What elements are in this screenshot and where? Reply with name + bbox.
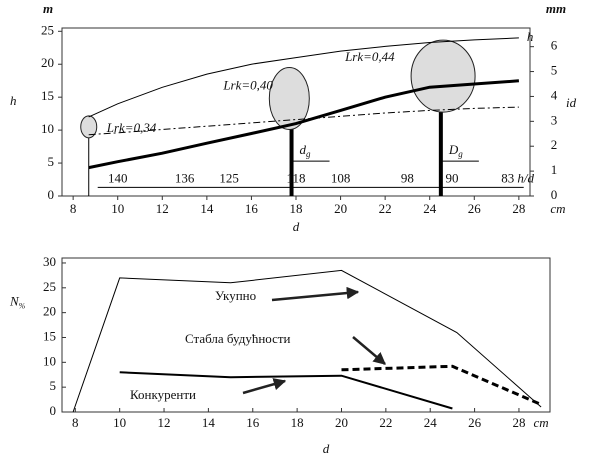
- x-tick-label: 10: [111, 201, 124, 216]
- series-line: [119, 371, 453, 410]
- y-tick-label: 10: [41, 121, 54, 136]
- x-tick-label: 26: [468, 415, 482, 430]
- reference-label-main: d: [300, 142, 307, 157]
- y-tick-label: 0: [50, 403, 57, 418]
- x-axis-label: d: [323, 441, 330, 456]
- y2-tick-label: 0: [551, 187, 558, 202]
- x-tick-label: 8: [70, 201, 77, 216]
- x-tick-label: 18: [291, 415, 304, 430]
- hd-value: 125: [219, 170, 239, 185]
- hd-value: 98: [401, 170, 414, 185]
- hd-value: 83: [501, 170, 514, 185]
- x-axis-label: d: [293, 219, 300, 234]
- y-tick-label: 5: [50, 378, 57, 393]
- x-tick-label: 8: [72, 415, 79, 430]
- reference-label-sub: g: [458, 149, 463, 159]
- y2-tick-label: 1: [551, 162, 558, 177]
- x-tick-label: 10: [113, 415, 126, 430]
- y-tick-label: 10: [43, 353, 56, 368]
- series-line: [88, 79, 520, 170]
- y-tick-label: 20: [43, 304, 56, 319]
- bubble-label: Lrk=0,34: [106, 120, 157, 135]
- x-tick-label: 16: [246, 415, 260, 430]
- series-arrow: [242, 378, 287, 395]
- y-tick-label: 30: [43, 254, 56, 269]
- series-label: h: [527, 29, 534, 44]
- y-axis-label: h: [10, 93, 17, 108]
- x-tick-label: 12: [156, 201, 169, 216]
- x-tick-label: 12: [158, 415, 171, 430]
- series-line: [88, 37, 519, 118]
- y-axis-label-main: N: [9, 294, 20, 309]
- bubble-label: Lrk=0,44: [344, 49, 395, 64]
- hd-value: 108: [331, 170, 351, 185]
- x-axis-unit: cm: [550, 201, 565, 216]
- y-tick-label: 0: [48, 187, 55, 202]
- y2-tick-label: 2: [551, 137, 558, 152]
- plot-frame: [61, 257, 551, 413]
- y-axis-label-sub: %: [19, 302, 26, 311]
- y-tick-label: 25: [43, 279, 56, 294]
- x-tick-label: 28: [512, 415, 525, 430]
- y-tick-label: 20: [41, 55, 54, 70]
- x-tick-label: 16: [245, 201, 259, 216]
- x-tick-label: 22: [379, 201, 392, 216]
- hd-value: 140: [108, 170, 128, 185]
- reference-label: dg: [300, 142, 312, 159]
- y2-axis-unit: mm: [546, 1, 566, 16]
- x-tick-label: 18: [290, 201, 303, 216]
- reference-label-sub: g: [306, 149, 311, 159]
- x-tick-label: 28: [512, 201, 525, 216]
- y2-tick-label: 5: [551, 63, 558, 78]
- x-tick-label: 20: [335, 415, 348, 430]
- y-tick-label: 15: [41, 88, 54, 103]
- y2-tick-label: 6: [551, 38, 558, 53]
- y-axis-label: N%: [9, 294, 26, 311]
- bubble: [80, 115, 98, 139]
- y2-axis-label: id: [566, 95, 577, 110]
- x-tick-label: 24: [423, 201, 437, 216]
- series-label: Стабла будућности: [185, 331, 291, 346]
- x-axis-unit: cm: [534, 415, 549, 430]
- hd-value: 136: [175, 170, 195, 185]
- reference-label: Dg: [448, 142, 463, 159]
- y-tick-label: 5: [48, 154, 55, 169]
- series-line: [72, 269, 542, 413]
- x-tick-label: 22: [379, 415, 392, 430]
- series-label: Укупно: [215, 288, 256, 303]
- x-tick-label: 20: [334, 201, 347, 216]
- x-tick-label: 14: [200, 201, 214, 216]
- y-tick-label: 25: [41, 22, 54, 37]
- bubble: [410, 39, 476, 113]
- x-tick-label: 14: [202, 415, 216, 430]
- y2-tick-label: 4: [551, 87, 558, 102]
- series-line: [88, 106, 519, 136]
- hd-label: h/d: [517, 170, 534, 185]
- x-tick-label: 24: [424, 415, 438, 430]
- x-tick-label: 26: [468, 201, 482, 216]
- series-label: Конкуренти: [130, 387, 196, 402]
- series-arrow: [271, 286, 360, 302]
- y-axis-unit: m: [43, 1, 53, 16]
- y2-tick-label: 3: [551, 112, 558, 127]
- bubble-label: Lrk=0,40: [222, 77, 273, 92]
- series-arrow: [352, 336, 386, 365]
- hd-value: 90: [446, 170, 459, 185]
- reference-label-main: D: [448, 142, 459, 157]
- y-tick-label: 15: [43, 328, 56, 343]
- hd-value: 118: [286, 170, 305, 185]
- bubble: [268, 66, 310, 130]
- series-line: [341, 364, 542, 406]
